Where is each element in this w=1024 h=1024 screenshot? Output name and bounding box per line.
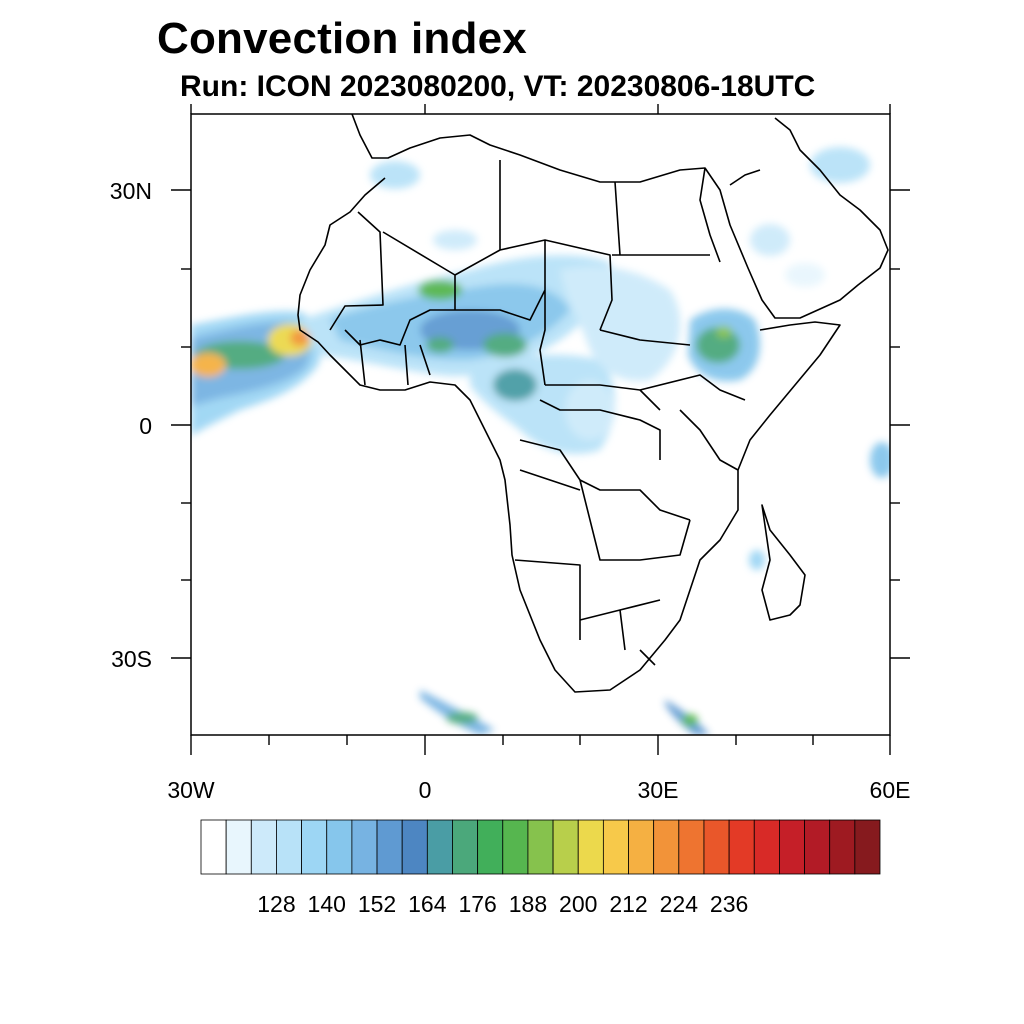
colorbar-swatch: [527, 819, 554, 875]
colorbar-swatch: [602, 819, 629, 875]
colorbar-swatch: [728, 819, 755, 875]
colorbar-swatch: [502, 819, 529, 875]
colorbar-swatch: [376, 819, 403, 875]
colorbar-swatch: [829, 819, 856, 875]
axis-ticks: [171, 104, 910, 755]
lat-label-0: 0: [139, 413, 152, 439]
lon-label-30w: 30W: [167, 777, 215, 803]
colorbar-label: 212: [609, 891, 647, 917]
colorbar-swatch: [854, 819, 881, 875]
map-title: Convection index: [157, 14, 527, 63]
colorbar-swatch: [678, 819, 705, 875]
lon-label-0: 0: [419, 777, 432, 803]
colorbar-swatch: [653, 819, 680, 875]
colorbar-label: 188: [509, 891, 547, 917]
lon-label-30e: 30E: [638, 777, 679, 803]
colorbar-label: 164: [408, 891, 447, 917]
lon-label-60e: 60E: [870, 777, 911, 803]
colorbar-labels: 128 140 152 164 176 188 200 212 224 236: [257, 891, 748, 917]
colorbar-swatch: [477, 819, 504, 875]
colorbar-label: 128: [257, 891, 295, 917]
map-subtitle: Run: ICON 2023080200, VT: 20230806-18UTC: [180, 70, 816, 103]
colorbar-label: 236: [710, 891, 748, 917]
colorbar-swatch: [628, 819, 655, 875]
colorbar-swatch: [804, 819, 831, 875]
colorbar-label: 152: [358, 891, 396, 917]
lat-label-30n: 30N: [110, 178, 152, 204]
colorbar-swatch: [326, 819, 353, 875]
colorbar-label: 200: [559, 891, 597, 917]
colorbar-label: 224: [660, 891, 699, 917]
colorbar-swatch: [577, 819, 604, 875]
lat-label-30s: 30S: [111, 646, 152, 672]
coastlines: [297, 114, 889, 693]
colorbar-swatch: [452, 819, 479, 875]
colorbar-swatch: [200, 819, 227, 875]
colorbar-label: 176: [458, 891, 496, 917]
colorbar-swatch: [426, 819, 453, 875]
colorbar-swatch: [703, 819, 730, 875]
colorbar-swatch: [225, 819, 252, 875]
colorbar-swatch: [552, 819, 579, 875]
colorbar-swatch: [250, 819, 277, 875]
convection-field: [191, 147, 890, 735]
colorbar-swatch: [753, 819, 780, 875]
colorbar-swatch: [276, 819, 302, 875]
colorbar: [200, 819, 881, 875]
colorbar-swatch: [351, 819, 378, 875]
colorbar-swatch: [779, 819, 805, 875]
colorbar-swatch: [301, 819, 328, 875]
colorbar-label: 140: [308, 891, 346, 917]
colorbar-swatch: [401, 819, 428, 875]
